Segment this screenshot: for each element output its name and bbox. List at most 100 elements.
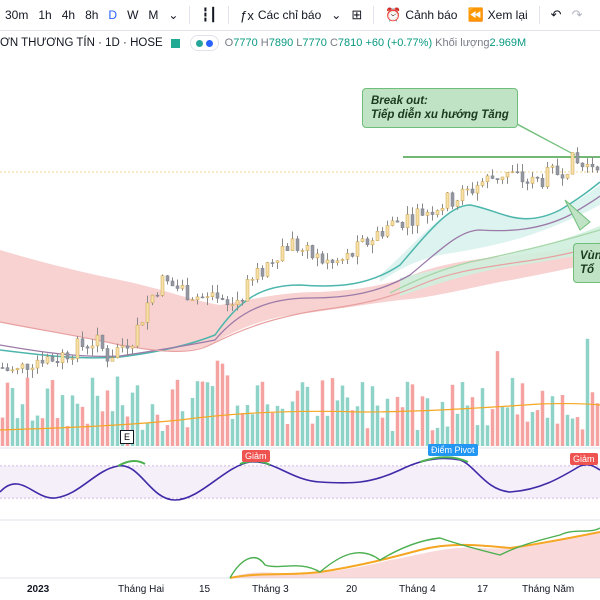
volume-bar <box>280 408 285 446</box>
candle-body <box>255 267 260 280</box>
candle-body <box>5 367 10 371</box>
volume-bar <box>445 426 450 446</box>
zone-text-1: Vùn <box>580 250 600 262</box>
candle-body <box>25 363 30 370</box>
ma-mid-line <box>0 195 600 358</box>
osc-peak-green <box>117 459 146 467</box>
replay-button[interactable]: ⏪ Xem lại <box>462 7 532 23</box>
candle-body <box>140 322 145 326</box>
volume-value: 2.969M <box>489 37 527 49</box>
indicators-dropdown-icon[interactable]: ⌄ <box>331 8 342 22</box>
candle-body <box>65 352 70 360</box>
candle-body <box>525 181 530 184</box>
candle-body <box>555 165 560 175</box>
volume-bar <box>285 424 290 446</box>
volume-bar <box>320 380 325 446</box>
candle-body <box>440 207 445 211</box>
candle-body <box>455 200 460 207</box>
candle-body <box>120 345 125 348</box>
zone-callout[interactable]: Vùn Tổ <box>573 243 600 283</box>
candle-body <box>215 292 220 299</box>
ma-fast-line <box>0 181 600 359</box>
x-axis-label: 17 <box>477 584 489 595</box>
timeframe-m[interactable]: M <box>148 8 159 22</box>
alert-button[interactable]: ⏰ Cảnh báo <box>380 7 462 23</box>
volume-bar <box>260 381 265 446</box>
breakout-title: Break out: <box>371 95 428 107</box>
candle-body <box>590 164 595 168</box>
candle-body <box>260 267 265 277</box>
x-axis-label: 15 <box>199 584 211 595</box>
timeframe-30m[interactable]: 30m <box>5 8 29 22</box>
x-axis-label: Tháng 4 <box>399 584 436 595</box>
volume-bar <box>335 400 340 446</box>
volume-bar <box>155 414 160 446</box>
timeframe-1h[interactable]: 1h <box>38 8 52 22</box>
candle-body <box>370 240 375 246</box>
candle-body <box>230 304 235 306</box>
undo-button[interactable]: ↶ <box>546 7 567 23</box>
volume-bar <box>585 338 590 446</box>
bottom-indicator-line <box>229 527 600 579</box>
volume-bar <box>425 398 430 446</box>
timeframe-d[interactable]: D <box>108 8 118 22</box>
candle-body <box>185 285 190 301</box>
event-marker-e[interactable]: E <box>120 430 134 444</box>
candle-body <box>10 369 15 372</box>
indicators-button[interactable]: ƒx Các chỉ báo <box>235 8 326 23</box>
candle-body <box>500 176 505 181</box>
volume-bar <box>535 410 540 446</box>
candle-body <box>485 175 490 183</box>
candle-body <box>365 238 370 246</box>
osc-peak-green <box>419 456 469 463</box>
candle-body <box>595 166 600 171</box>
x-axis-label: Tháng Hai <box>118 584 165 595</box>
open-value: 7770 <box>233 37 258 49</box>
volume-bar <box>275 405 280 446</box>
timeframe-4h[interactable]: 4h <box>61 8 76 22</box>
volume-bar <box>95 395 100 446</box>
chart-type-button[interactable]: ┇┃ <box>196 7 222 23</box>
volume-bar <box>330 378 335 446</box>
volume-bar <box>115 376 120 446</box>
candle-body <box>480 181 485 186</box>
layout-button[interactable]: ⊞ <box>346 7 367 23</box>
x-axis-label: 20 <box>346 584 358 595</box>
volume-bar <box>595 403 600 446</box>
status-pill[interactable] <box>189 35 219 51</box>
candle-body <box>275 260 280 263</box>
candle-body <box>40 359 45 364</box>
decrease-label-2: Giảm <box>570 453 598 465</box>
candle-body <box>470 188 475 194</box>
candle-body <box>580 162 585 168</box>
volume-bar <box>180 411 185 446</box>
candle-body <box>160 275 165 296</box>
volume-label: Khối lượng <box>435 37 490 49</box>
candle-body <box>45 356 50 364</box>
volume-bar <box>230 418 235 446</box>
timeframe-8h[interactable]: 8h <box>85 8 99 22</box>
volume-bar <box>460 382 465 446</box>
volume-bar <box>575 417 580 446</box>
redo-button[interactable]: ↷ <box>567 7 588 23</box>
volume-bar <box>225 375 230 446</box>
volume-bar <box>20 404 25 446</box>
candle-body <box>460 188 465 201</box>
volume-bar <box>100 411 105 446</box>
market-status-icon <box>170 38 180 48</box>
candle-body <box>240 299 245 302</box>
candle-body <box>180 285 185 289</box>
volume-bar <box>550 396 555 446</box>
volume-bar <box>350 410 355 446</box>
candle-body <box>350 253 355 257</box>
volume-bar <box>540 390 545 446</box>
breakout-callout[interactable]: Break out: Tiếp diễn xu hướng Tăng <box>362 88 518 128</box>
timeframe-w[interactable]: W <box>127 8 139 22</box>
timeframe-dropdown-icon[interactable]: ⌄ <box>168 8 179 22</box>
redo-icon: ↷ <box>571 7 583 22</box>
candle-body <box>55 361 60 363</box>
replay-icon: ⏪ <box>467 7 484 22</box>
symbol-title[interactable]: ƠN THƯƠNG TÍN · 1D · HOSE <box>0 37 163 49</box>
decrease-label-1: Giảm <box>242 450 270 462</box>
